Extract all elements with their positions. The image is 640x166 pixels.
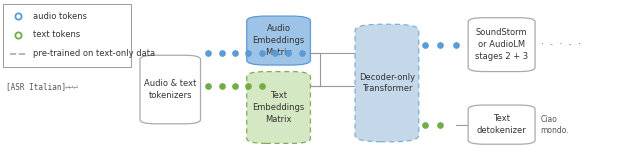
Text: Decoder-only
Transformer: Decoder-only Transformer	[359, 73, 415, 93]
Text: text tokens: text tokens	[33, 30, 81, 39]
FancyBboxPatch shape	[468, 18, 535, 72]
Text: · - · - ·: · - · - ·	[540, 40, 582, 49]
Text: pre-trained on text-only data: pre-trained on text-only data	[33, 49, 156, 58]
FancyBboxPatch shape	[468, 105, 535, 144]
FancyBboxPatch shape	[3, 4, 131, 68]
Text: Ciao
mondo.: Ciao mondo.	[540, 115, 569, 135]
Text: Audio
Embeddings
Matrix: Audio Embeddings Matrix	[252, 24, 305, 57]
Text: audio tokens: audio tokens	[33, 12, 87, 21]
Text: |⧸⧹|: |⧸⧹|	[91, 48, 109, 57]
Text: SoundStorm
or AudioLM
stages 2 + 3: SoundStorm or AudioLM stages 2 + 3	[475, 28, 528, 61]
FancyBboxPatch shape	[246, 72, 310, 143]
Text: Audio & text
tokenizers: Audio & text tokenizers	[144, 79, 196, 100]
FancyBboxPatch shape	[246, 16, 310, 65]
Text: [S2ST French English]: [S2ST French English]	[6, 48, 104, 57]
FancyBboxPatch shape	[355, 24, 419, 142]
Text: Text
Embeddings
Matrix: Text Embeddings Matrix	[252, 91, 305, 124]
FancyBboxPatch shape	[140, 55, 200, 124]
Text: Text
detokenizer: Text detokenizer	[477, 114, 527, 135]
Text: ↵↵↵: ↵↵↵	[65, 82, 79, 91]
Text: [ASR Italian]: [ASR Italian]	[6, 82, 67, 91]
